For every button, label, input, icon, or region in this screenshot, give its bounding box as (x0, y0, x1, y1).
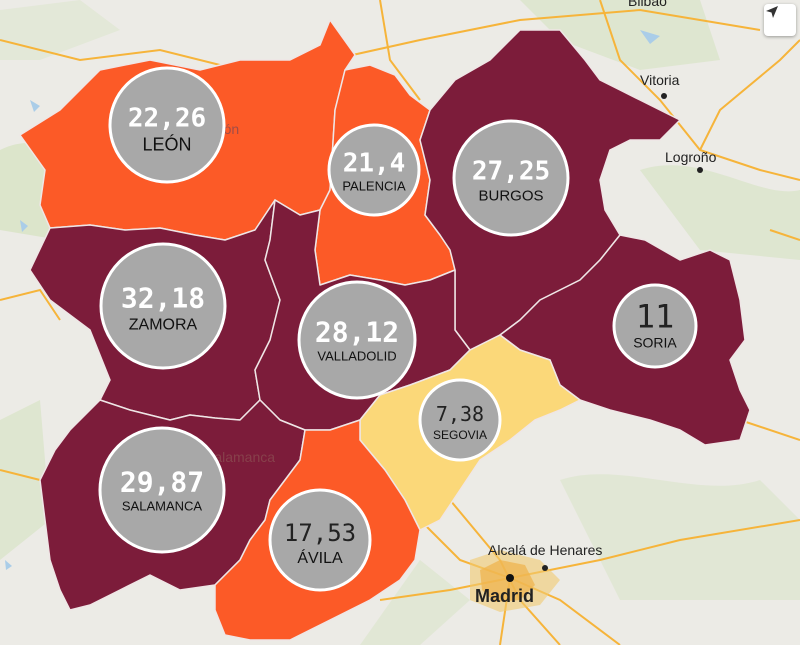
bubble-value-salamanca: 29,87 (120, 465, 204, 498)
bubble-value-valladolid: 28,12 (315, 315, 399, 348)
bubble-value-segovia: 7,38 (436, 402, 484, 426)
bubble-value-burgos: 27,25 (472, 156, 550, 186)
bubble-value-leon: 22,26 (128, 103, 206, 133)
location-arrow-icon (766, 6, 778, 18)
bubble-value-avila: 17,53 (284, 519, 356, 547)
city-dot-alcala (542, 565, 548, 571)
bubble-value-soria: 11 (636, 298, 675, 336)
bubble-circle-zamora (99, 242, 227, 370)
bubble-circle-palencia (327, 123, 421, 217)
basemap-water (5, 30, 660, 570)
bubble-name-burgos: BURGOS (478, 187, 543, 204)
city-label-vitoria: Vitoria (640, 72, 680, 88)
bubble-circle-avila (268, 488, 372, 592)
city-dot-logrono (697, 167, 703, 173)
city-dot-vitoria (661, 93, 667, 99)
location-arrow-button[interactable] (764, 4, 796, 36)
city-label-logrono: Logroño (665, 149, 717, 165)
bubble-zamora[interactable]: 32,18 ZAMORA (99, 242, 227, 370)
bubble-name-palencia: PALENCIA (342, 178, 406, 193)
bubble-circle-burgos (452, 119, 570, 237)
bubble-circle-segovia (418, 378, 502, 462)
bubble-value-palencia: 21,4 (343, 148, 406, 178)
city-label-madrid: Madrid (475, 586, 534, 606)
bubble-name-segovia: SEGOVIA (433, 428, 487, 442)
city-label-salamanca: Salamanca (205, 449, 275, 465)
bubble-segovia[interactable]: 7,38 SEGOVIA (418, 378, 502, 462)
city-label-bilbao: Bilbao (628, 0, 667, 9)
bubble-name-avila: ÁVILA (297, 548, 343, 567)
bubble-value-zamora: 32,18 (121, 281, 205, 314)
bubble-circle-leon (108, 66, 226, 184)
bubble-name-zamora: ZAMORA (129, 316, 198, 333)
bubble-circle-soria (612, 283, 698, 369)
bubble-name-valladolid: VALLADOLID (317, 348, 396, 363)
city-label-alcala: Alcalá de Henares (488, 542, 602, 558)
city-labels: Bilbao Vitoria Logroño León Salamanca Al… (205, 0, 717, 606)
bubble-circle-salamanca (98, 426, 226, 554)
city-dot-madrid (506, 574, 514, 582)
bubble-name-leon: LEÓN (142, 133, 191, 154)
bubble-name-soria: SORIA (633, 335, 677, 351)
bubble-name-salamanca: SALAMANCA (122, 498, 203, 513)
bubble-circle-valladolid (297, 280, 417, 400)
